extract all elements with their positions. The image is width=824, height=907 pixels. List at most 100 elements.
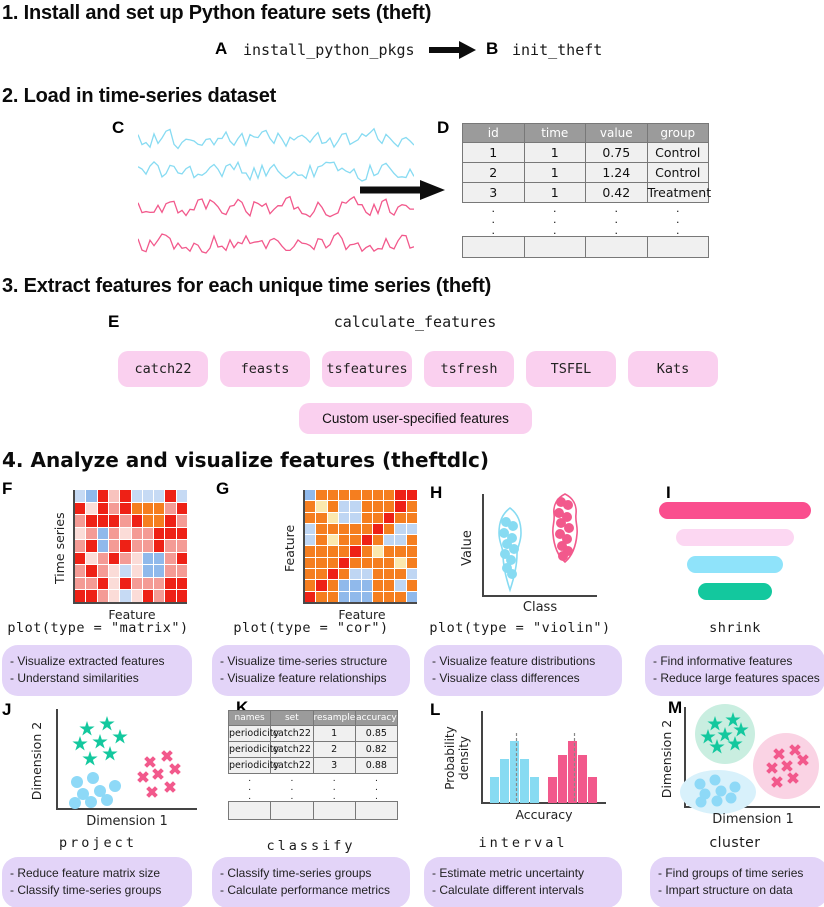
empty-row [462, 236, 709, 258]
g-description-box: - Visualize time-series structure - Visua… [212, 645, 410, 696]
panel-letter-e: E [108, 312, 120, 331]
ellipsis-row: .... [248, 782, 378, 793]
m-caption: cluster [709, 835, 761, 851]
time-series-line-cyan-2 [138, 160, 414, 182]
h-description-box: - Visualize feature distributions - Visua… [424, 645, 622, 696]
table-row: 3 1 0.42 Treatment [462, 182, 711, 203]
i-caption: shrink [709, 620, 761, 636]
bullet-line: - Visualize class differences [432, 671, 580, 686]
ellipsis-row: .... [248, 791, 378, 802]
arrow-right-icon [360, 180, 445, 200]
l-description-box: - Estimate metric uncertainty - Calculate… [424, 857, 622, 907]
time-series-line-pink-1 [138, 195, 414, 218]
bullet-line: - Visualize extracted features [10, 654, 165, 668]
h-caption: plot(type = "violin") [429, 620, 611, 636]
svg-text:Dimension 2: Dimension 2 [659, 720, 674, 798]
time-series-line-cyan-1 [138, 127, 414, 150]
bullet-line: - Visualize feature distributions [432, 654, 596, 668]
m-description-box: - Find groups of time series - Impart str… [650, 857, 824, 907]
cluster-scatter-plot: Dimension 2 Dimension 1 [659, 704, 820, 827]
svg-text:Dimension 2: Dimension 2 [29, 722, 44, 800]
bullet-line: - Find informative features [653, 654, 793, 668]
bullet-line: - Calculate different intervals [432, 883, 584, 898]
table-row: 2 1 1.24 Control [462, 162, 709, 183]
ellipsis-row: .... [248, 773, 378, 784]
panel-letter-c: C [112, 118, 125, 137]
feature-set-buttons: catch22 feasts tsfeatures tsfresh TSFEL Kats [118, 351, 718, 387]
panel-letter-a: A [215, 39, 228, 58]
section2-heading: 2. Load in time-series dataset [2, 85, 277, 107]
interval-histogram: Probability density Accuracy [443, 711, 606, 822]
f-caption: plot(type = "matrix") [7, 620, 189, 636]
cyan-dot-cluster [69, 772, 121, 809]
classify-results-table: names set resample accuracy periodicity catch… [227, 710, 399, 820]
code-init-theft: init_theft [512, 41, 603, 59]
table-row: periodicity catch22 2 0.82 [227, 741, 399, 758]
ellipsis-row: .... [491, 224, 680, 237]
svg-text:Class: Class [523, 600, 557, 615]
correlation-heatmap [303, 490, 417, 604]
feature-matrix-heatmap [73, 490, 187, 604]
bullet-line: - Classify time-series groups [220, 866, 372, 880]
panel-letter-h: H [430, 483, 443, 502]
svg-text:Dimension 1: Dimension 1 [712, 812, 794, 827]
custom-features-button: Custom user-specified features [299, 403, 532, 434]
f-xlabel: Feature [108, 607, 156, 622]
table-row: periodicity catch22 3 0.88 [227, 757, 399, 774]
violin-cyan-points [499, 517, 519, 579]
bullet-line: - Visualize time-series structure [220, 654, 388, 668]
bullet-line: - Calculate performance metrics [220, 883, 391, 898]
k-caption: classify [266, 838, 356, 854]
panel-letter-b: B [486, 39, 499, 58]
panel-letter-j: J [2, 700, 12, 719]
violin-plot: Value Class [460, 493, 597, 615]
g-xlabel: Feature [338, 607, 386, 622]
panel-letter-d: D [437, 118, 450, 137]
panel-letter-g: G [216, 479, 230, 498]
section4-heading: 4. Analyze and visualize features (theft… [2, 448, 489, 472]
histogram-pink [548, 741, 597, 803]
table-header-row: names set resample accuracy [227, 710, 399, 726]
svg-text:Value: Value [460, 530, 475, 566]
violin-pink [551, 493, 579, 564]
bullet-line: - Impart structure on data [658, 883, 793, 898]
feature-set-button: TSFEL [526, 351, 616, 387]
bullet-line: - Estimate metric uncertainty [432, 866, 585, 880]
section3-heading: 3. Extract features for each unique time… [2, 275, 492, 297]
j-description-box: - Reduce feature matrix size - Classify t… [2, 857, 192, 907]
k-description-box: - Classify time-series groups - Calculate… [212, 857, 410, 907]
bullet-line: - Reduce large features spaces [653, 671, 820, 686]
table-row: periodicity catch22 1 0.85 [227, 725, 399, 742]
f-ylabel: Time series [52, 512, 67, 584]
pink-x-cluster [134, 747, 184, 801]
panel-letter-m: M [668, 698, 683, 717]
violin-pink-points [554, 497, 574, 561]
ellipsis-row: .... [491, 213, 680, 226]
feature-set-button: tsfresh [424, 351, 514, 387]
feature-set-button: feasts [220, 351, 310, 387]
svg-text:Probability: Probability [443, 726, 457, 789]
j-caption: project [59, 835, 137, 851]
table-row: 1 1 0.75 Control [462, 142, 709, 163]
g-ylabel: Feature [282, 524, 297, 572]
table-header-row: id time value group [462, 123, 709, 143]
feature-set-button: tsfeatures [322, 351, 412, 387]
svg-text:Accuracy: Accuracy [515, 807, 573, 822]
f-description-box: - Visualize extracted features - Understa… [2, 645, 192, 696]
empty-row [227, 801, 399, 820]
time-series-line-pink-2 [138, 231, 414, 254]
green-star-cluster [72, 716, 128, 766]
code-calculate-features: calculate_features [333, 313, 497, 331]
g-caption: plot(type = "cor") [233, 620, 389, 636]
bullet-line: - Classify time-series groups [10, 883, 162, 898]
svg-text:Dimension 1: Dimension 1 [86, 814, 168, 829]
section1-heading: 1. Install and set up Python feature set… [2, 2, 432, 24]
cyan-dot-cluster [694, 774, 741, 808]
project-scatter-plot: Dimension 2 Dimension 1 [29, 709, 197, 829]
code-install-python-pkgs: install_python_pkgs [243, 41, 415, 59]
i-description-box: - Find informative features - Reduce larg… [645, 645, 824, 696]
arrow-right-icon [429, 41, 476, 59]
l-caption: interval [478, 835, 568, 851]
panel-letter-f: F [2, 479, 13, 498]
